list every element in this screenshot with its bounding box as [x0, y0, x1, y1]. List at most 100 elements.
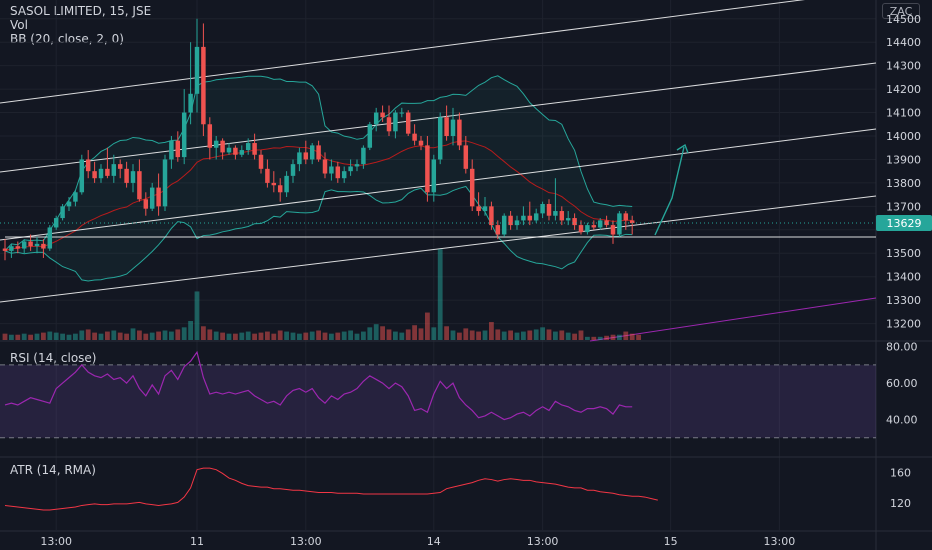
candle-body	[297, 152, 302, 165]
volume-bar	[463, 328, 469, 340]
candle-body	[553, 211, 558, 216]
candle-body	[28, 241, 33, 247]
volume-bar	[578, 330, 584, 340]
volume-bar	[188, 321, 193, 340]
candle-body	[469, 168, 475, 207]
candle-body	[444, 117, 449, 136]
atr-tick-label: 120	[890, 497, 911, 510]
atr-pane: 120 160	[4, 467, 911, 511]
rsi-tick-label: 80.00	[886, 341, 918, 354]
rsi-pane: 40.00 60.00 80.00	[0, 341, 918, 439]
candle-body	[501, 215, 507, 235]
price-tick-label: 13700	[886, 200, 921, 213]
volume-bar	[60, 333, 65, 340]
candle-body	[450, 119, 456, 136]
volume-bar	[572, 333, 577, 340]
volume-bar	[450, 330, 456, 340]
candle-body	[105, 168, 110, 176]
candle-body	[284, 175, 289, 193]
volume-bar	[156, 331, 161, 340]
volume-bar	[527, 330, 533, 340]
price-tick-label: 14000	[886, 130, 921, 143]
currency-badge[interactable]: ZAC	[882, 3, 920, 19]
candle-body	[156, 187, 161, 207]
candle-body	[610, 225, 616, 235]
volume-bar	[501, 331, 507, 340]
candle-body	[265, 168, 270, 183]
volume-bar	[258, 332, 264, 340]
candle-body	[34, 243, 40, 247]
candle-body	[341, 171, 347, 179]
candle-body	[629, 220, 635, 223]
candle-body	[239, 150, 245, 155]
volume-bar	[143, 333, 149, 340]
candle-body	[623, 213, 629, 221]
candle-body	[367, 124, 373, 148]
time-tick-label: 13:00	[290, 535, 322, 548]
candle-body	[226, 147, 232, 153]
volume-bar	[73, 333, 78, 340]
candle-body	[79, 159, 85, 193]
volume-bar	[623, 331, 629, 340]
time-axis: 13:00 11 13:00 14 13:00 15 13:00	[40, 535, 795, 548]
candle-body	[565, 218, 571, 221]
rsi-legend[interactable]: RSI (14, close)	[10, 351, 97, 365]
volume-bar	[181, 327, 187, 340]
candle-body	[66, 201, 72, 207]
volume-bar	[418, 328, 424, 340]
candle-body	[393, 112, 398, 132]
chart-title: SASOL LIMITED, 15, JSE	[10, 4, 152, 18]
price-tick-label: 14200	[886, 83, 921, 96]
volume-bar	[201, 326, 206, 340]
atr-legend[interactable]: ATR (14, RMA)	[10, 463, 96, 477]
candle-body	[322, 159, 328, 174]
volume-bar	[540, 327, 545, 340]
time-tick-label: 13:00	[40, 535, 72, 548]
volume-bar	[495, 329, 501, 340]
volume-bar	[604, 335, 609, 340]
volume-bar	[380, 326, 385, 340]
candle-body	[220, 140, 225, 153]
candle-body	[457, 119, 462, 146]
volume-bar	[284, 331, 289, 340]
volume-bar	[354, 333, 360, 340]
volume-bar	[341, 331, 347, 340]
volume-bar	[28, 334, 33, 340]
volume-bar	[41, 332, 46, 340]
volume-bar	[514, 332, 520, 340]
candle-body	[213, 140, 219, 148]
volume-bar	[348, 330, 353, 340]
candle-body	[21, 241, 27, 249]
candle-body	[380, 112, 385, 118]
volume-bar	[277, 330, 283, 340]
candle-body	[431, 159, 437, 193]
volume-bar	[553, 331, 558, 340]
volume-bar	[361, 331, 366, 340]
price-tick-label: 13800	[886, 177, 921, 190]
volume-bar	[636, 334, 641, 340]
volume-bar	[162, 330, 168, 340]
channel-line	[0, 195, 877, 303]
candle-body	[533, 213, 539, 221]
volume-bar	[521, 331, 526, 340]
candle-body	[329, 166, 334, 174]
candle-body	[399, 112, 405, 114]
candle-body	[361, 147, 366, 165]
candle-body	[290, 164, 296, 176]
candle-body	[124, 168, 129, 183]
candle-body	[41, 243, 46, 249]
candle-body	[617, 213, 622, 235]
rsi-tick-label: 40.00	[886, 414, 918, 427]
volume-bar	[316, 330, 321, 340]
candle-body	[578, 225, 584, 233]
candle-body	[111, 164, 117, 176]
volume-bar	[565, 332, 571, 340]
price-tick-label: 14100	[886, 107, 921, 120]
candle-body	[194, 46, 200, 94]
candle-body	[546, 204, 552, 216]
candle-body	[207, 124, 213, 148]
candle-body	[405, 112, 411, 134]
volume-bar	[322, 332, 328, 340]
